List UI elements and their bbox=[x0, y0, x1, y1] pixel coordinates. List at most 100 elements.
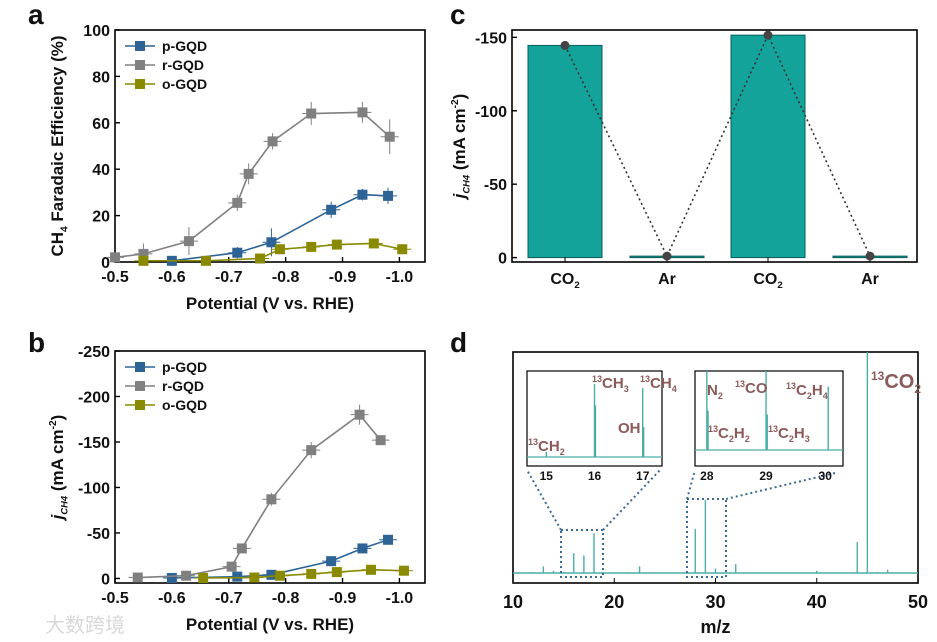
data-point bbox=[181, 570, 192, 581]
x-axis-label: Potential (V vs. RHE) bbox=[186, 294, 354, 313]
label-part: ) bbox=[450, 94, 469, 100]
data-point bbox=[232, 197, 243, 208]
label-part: j bbox=[450, 192, 469, 200]
series-line bbox=[137, 413, 382, 579]
legend-marker bbox=[135, 79, 145, 89]
panel-label-b: b bbox=[28, 327, 45, 358]
label-part: 13 bbox=[708, 424, 718, 434]
legend-marker bbox=[135, 362, 145, 372]
data-point bbox=[267, 136, 278, 147]
data-point bbox=[865, 251, 875, 261]
x-tick-label: 30 bbox=[705, 592, 725, 612]
label-part: CO bbox=[753, 271, 777, 288]
label-part: 3 bbox=[624, 384, 629, 394]
label-part: 2 bbox=[789, 434, 794, 444]
y-tick-label: 40 bbox=[92, 162, 110, 179]
data-point bbox=[232, 247, 243, 258]
label-part: N bbox=[707, 382, 718, 399]
y-tick-label: -250 bbox=[78, 344, 110, 361]
data-point bbox=[138, 255, 149, 266]
bar bbox=[730, 34, 806, 259]
y-tick-label: 0 bbox=[101, 571, 110, 588]
y-tick-label: -150 bbox=[475, 30, 507, 47]
zoom-connector bbox=[686, 469, 696, 500]
label-part: -2 bbox=[48, 420, 59, 429]
series-o-GQD bbox=[134, 238, 412, 266]
bar bbox=[527, 44, 603, 259]
label-part: -2 bbox=[450, 99, 461, 108]
panel-label-c: c bbox=[450, 0, 466, 30]
inset-x-tick-label: 17 bbox=[636, 469, 650, 483]
data-point bbox=[201, 255, 212, 266]
label-part: C bbox=[778, 425, 789, 442]
inset-peak-label: 13C2H3 bbox=[768, 424, 810, 444]
plot-frame-a bbox=[114, 29, 426, 263]
x-tick-label: 10 bbox=[503, 592, 523, 612]
y-tick-label: 0 bbox=[101, 255, 110, 272]
label-part: CH4 bbox=[461, 174, 471, 193]
peak-label: 13CO2 bbox=[871, 369, 921, 396]
data-point bbox=[183, 236, 194, 247]
y-tick-label: -200 bbox=[78, 389, 110, 406]
label-part: H bbox=[812, 382, 823, 399]
legend-label: o-GQD bbox=[162, 76, 207, 92]
x-tick-label: -0.9 bbox=[329, 269, 357, 286]
y-tick-label: 100 bbox=[83, 23, 110, 40]
x-tick-label: Ar bbox=[658, 271, 676, 288]
x-tick-label: -0.6 bbox=[158, 269, 186, 286]
x-tick-label: -1.0 bbox=[386, 269, 414, 286]
inset-peak-label: 13CH2 bbox=[528, 437, 565, 457]
data-point bbox=[266, 569, 277, 580]
label-part: j bbox=[48, 513, 67, 521]
label-part: C bbox=[718, 425, 729, 442]
legend-marker bbox=[135, 60, 145, 70]
x-tick-label: -0.6 bbox=[158, 590, 186, 607]
label-part: CH bbox=[48, 232, 67, 257]
data-point bbox=[306, 568, 317, 579]
data-point bbox=[306, 445, 317, 456]
x-tick-label: Ar bbox=[861, 271, 879, 288]
x-tick-label: -0.5 bbox=[101, 590, 129, 607]
x-tick-label: 50 bbox=[908, 592, 928, 612]
data-point bbox=[236, 543, 247, 554]
inset-x-tick-label: 15 bbox=[540, 469, 554, 483]
data-point bbox=[763, 30, 773, 40]
y-tick-label: 20 bbox=[92, 209, 110, 226]
inset-x-tick-label: 30 bbox=[819, 469, 833, 483]
data-point bbox=[326, 204, 337, 215]
y-axis-label: jCH4 (mA cm-2) bbox=[48, 415, 69, 522]
plot-frame-c bbox=[511, 29, 918, 263]
data-point bbox=[368, 238, 379, 249]
label-part: CH4 bbox=[59, 495, 69, 514]
inset-peak-label: OH bbox=[618, 420, 641, 437]
connector-line bbox=[564, 33, 871, 259]
x-axis-label: Potential (V vs. RHE) bbox=[186, 615, 354, 634]
label-part: 4 bbox=[59, 226, 70, 232]
data-point bbox=[198, 572, 209, 583]
x-tick-label: -0.9 bbox=[329, 590, 357, 607]
data-point bbox=[274, 244, 285, 255]
data-point bbox=[232, 571, 243, 582]
data-point bbox=[357, 189, 368, 200]
data-point bbox=[249, 572, 260, 583]
x-tick-label: -1.0 bbox=[386, 590, 414, 607]
data-point bbox=[357, 543, 368, 554]
label-part: 2 bbox=[807, 391, 812, 401]
data-point bbox=[397, 244, 408, 255]
data-point bbox=[662, 251, 672, 261]
data-point bbox=[560, 40, 570, 50]
data-point bbox=[110, 252, 120, 263]
y-tick-label: 60 bbox=[92, 116, 110, 133]
series-r-GQD bbox=[106, 101, 399, 265]
x-tick-label: 40 bbox=[807, 592, 827, 612]
label-part: 2 bbox=[560, 447, 565, 457]
y-axis-label: CH4 Faradaic Efficiency (%) bbox=[48, 35, 70, 256]
data-point bbox=[138, 248, 149, 259]
data-point bbox=[384, 131, 395, 142]
label-part: 2 bbox=[777, 280, 782, 291]
legend-label: p-GQD bbox=[162, 38, 207, 54]
inset-peak-label: 13C2H2 bbox=[708, 424, 750, 444]
x-tick-label: -0.8 bbox=[272, 590, 300, 607]
legend-marker bbox=[135, 381, 145, 391]
